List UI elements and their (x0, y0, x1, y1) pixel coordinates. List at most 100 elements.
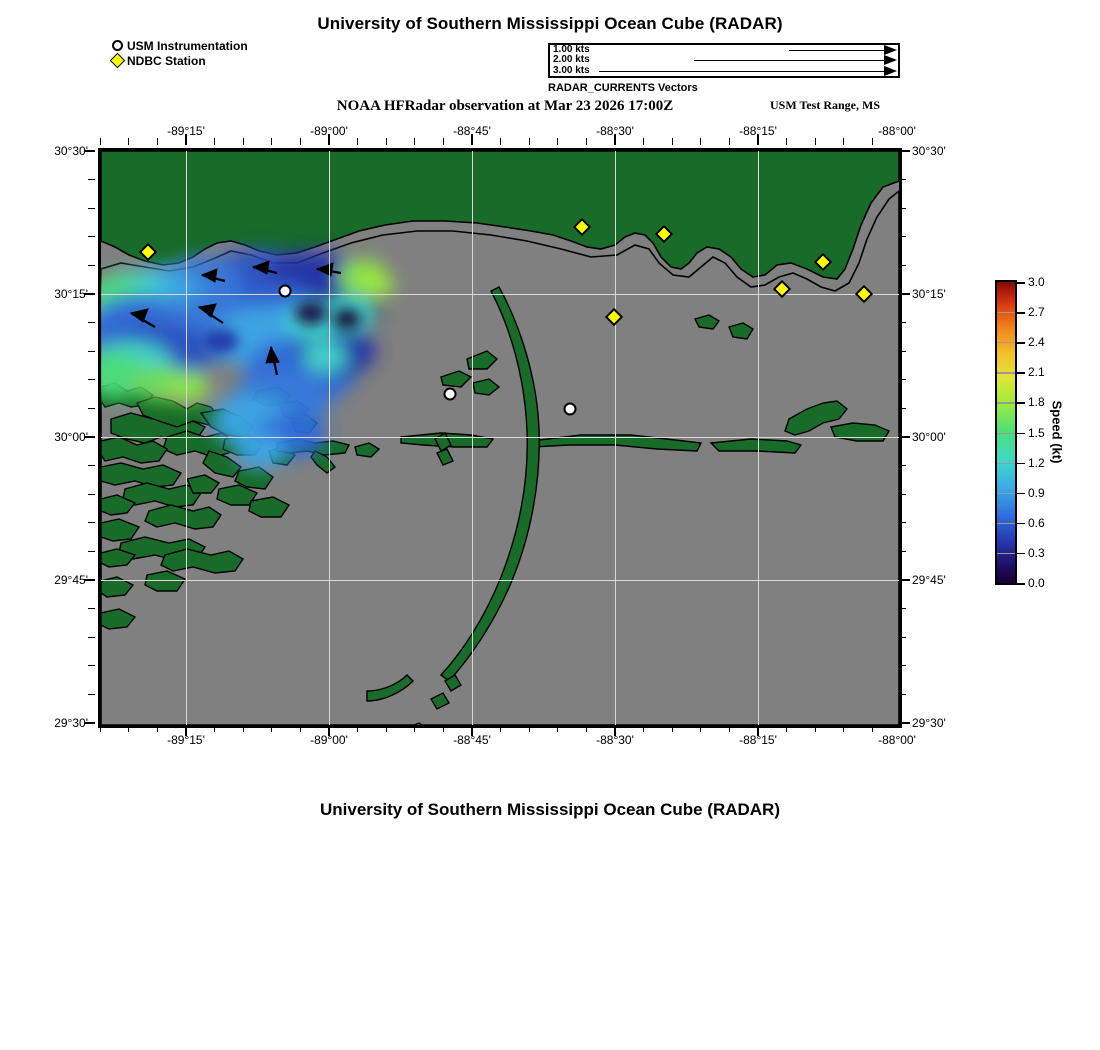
axis-tick-left (88, 693, 95, 696)
colorbar-tick (1017, 462, 1025, 465)
vector-arrowhead-1 (884, 45, 897, 55)
axis-label-lon-bottom-4: -88°15' (739, 733, 777, 747)
colorbar: 3.0 2.7 2.4 2.1 1.8 1.5 1.2 0.9 0.6 0.3 0.0 Speed … (995, 275, 1095, 595)
axis-tick-top (385, 138, 387, 145)
vector-legend-row-3: 3.00 kts (550, 64, 898, 76)
colorbar-tick (1017, 402, 1025, 404)
map-inner[interactable] (101, 151, 899, 725)
axis-label-lat-right-3: 29°45' (912, 573, 946, 587)
axis-tick-top (642, 138, 645, 145)
axis-tick-top (871, 138, 874, 145)
gridline-lat-29-45 (101, 580, 899, 582)
usm-instrumentation-marker[interactable] (443, 387, 457, 401)
axis-label-lon-bottom-2: -88°45' (453, 733, 491, 747)
gridline-lat-30-00 (101, 437, 899, 439)
axis-tick-left (88, 321, 95, 324)
axis-label-lon-top-5: -88°00' (878, 124, 916, 138)
axis-label-lat-left-1: 30°15' (54, 287, 88, 301)
legend-item-ndbc: NDBC Station (109, 52, 248, 69)
axis-tick-top (299, 138, 302, 145)
axis-label-lon-bottom-3: -88°30' (596, 733, 634, 747)
colorbar-tick-label: 0.9 (1028, 485, 1045, 500)
colorbar-band-divider (997, 312, 1015, 314)
symbol-legend: USM Instrumentation NDBC Station (109, 38, 248, 69)
axis-tick-top (671, 138, 673, 145)
axis-label-lon-top-2: -88°45' (453, 124, 491, 138)
axis-tick-top (843, 138, 845, 145)
vector-legend-row-1: 1.00 kts (550, 44, 898, 55)
axis-tick-top (128, 138, 130, 145)
axis-tick-left (88, 350, 95, 352)
axis-tick-left (88, 522, 95, 524)
axis-label-lon-top-1: -89°00' (310, 124, 348, 138)
axis-label-lat-left-4: 29°30' (54, 716, 88, 730)
axis-label-lon-top-0: -89°15' (167, 124, 205, 138)
vector-arrowhead-2 (884, 55, 897, 66)
colorbar-tick-label: 0.3 (1028, 545, 1045, 560)
legend-item-usm: USM Instrumentation (110, 38, 248, 53)
vector-legend-label-3: 3.00 kts (553, 64, 590, 76)
axis-tick-left (88, 379, 95, 381)
usm-instrumentation-marker[interactable] (563, 402, 577, 416)
vector-arrowhead-3 (884, 65, 897, 76)
axis-tick-top (700, 138, 702, 145)
colorbar-tick-label: 0.6 (1028, 515, 1045, 530)
axis-tick-left (88, 464, 95, 467)
colorbar-tick (1017, 583, 1025, 585)
axis-label-lon-top-4: -88°15' (739, 124, 777, 138)
vector-legend-label-1: 1.00 kts (553, 44, 590, 55)
colorbar-tick (1017, 522, 1025, 525)
axis-tick-left (88, 407, 95, 410)
colorbar-band-divider (997, 372, 1015, 374)
colorbar-tick-label: 1.8 (1028, 395, 1045, 410)
axis-tick-top (728, 138, 731, 145)
vector-tail-1 (789, 50, 884, 51)
diamond-marker-icon (109, 52, 126, 69)
axis-tick-left (88, 178, 95, 181)
axis-tick-left (88, 636, 95, 638)
axis-label-lat-right-4: 29°30' (912, 716, 946, 730)
colorbar-tick-label: 2.1 (1028, 365, 1045, 380)
map-canvas[interactable] (98, 148, 902, 728)
axis-tick-top (99, 138, 101, 145)
page-title: University of Southern Mississippi Ocean… (317, 14, 783, 33)
axis-tick-left (88, 493, 95, 495)
axis-tick-top (585, 138, 588, 145)
colorbar-tick-label: 1.5 (1028, 425, 1045, 440)
axis-tick-top (785, 138, 788, 145)
map-subtitle: NOAA HFRadar observation at Mar 23 2026 … (336, 98, 674, 114)
vector-legend-caption: RADAR_CURRENTS Vectors (548, 82, 698, 94)
colorbar-title: Speed (kt) (1049, 400, 1065, 464)
legend-label-usm: USM Instrumentation (127, 38, 248, 53)
axis-tick-top (528, 138, 530, 145)
usm-instrumentation-marker[interactable] (278, 284, 292, 298)
axis-label-lat-right-1: 30°15' (912, 287, 946, 301)
colorbar-band-divider (997, 342, 1015, 344)
axis-label-lon-bottom-1: -89°00' (310, 733, 348, 747)
map-graphics (101, 151, 899, 725)
axis-label-lat-right-2: 30°00' (912, 430, 946, 444)
axis-tick-left (88, 264, 95, 267)
colorbar-tick (1017, 342, 1025, 344)
axis-tick-top (156, 138, 159, 145)
vector-tail-3 (599, 70, 884, 72)
vector-scale-legend: 1.00 kts 2.00 kts 3.00 kts (548, 43, 900, 78)
colorbar-tick (1017, 312, 1025, 314)
map-range-label: USM Test Range, MS (770, 98, 881, 112)
axis-tick-top (414, 138, 416, 145)
axis-tick-top (499, 138, 502, 145)
axis-label-lat-left-0: 30°30' (54, 144, 88, 158)
axis-tick-left (88, 550, 95, 553)
axis-tick-left (88, 236, 95, 238)
colorbar-band-divider (997, 462, 1015, 464)
circle-marker-icon (110, 40, 125, 51)
colorbar-tick (1017, 552, 1025, 555)
axis-label-lon-bottom-0: -89°15' (167, 733, 205, 747)
axis-tick-top (814, 138, 816, 145)
vector-legend-row-2: 2.00 kts (550, 54, 898, 66)
vector-legend-label-2: 2.00 kts (553, 54, 590, 66)
axis-label-lat-left-3: 29°45' (54, 573, 88, 587)
axis-tick-top (213, 138, 216, 145)
colorbar-tick (1017, 492, 1025, 495)
colorbar-tick-label: 2.7 (1028, 305, 1045, 320)
